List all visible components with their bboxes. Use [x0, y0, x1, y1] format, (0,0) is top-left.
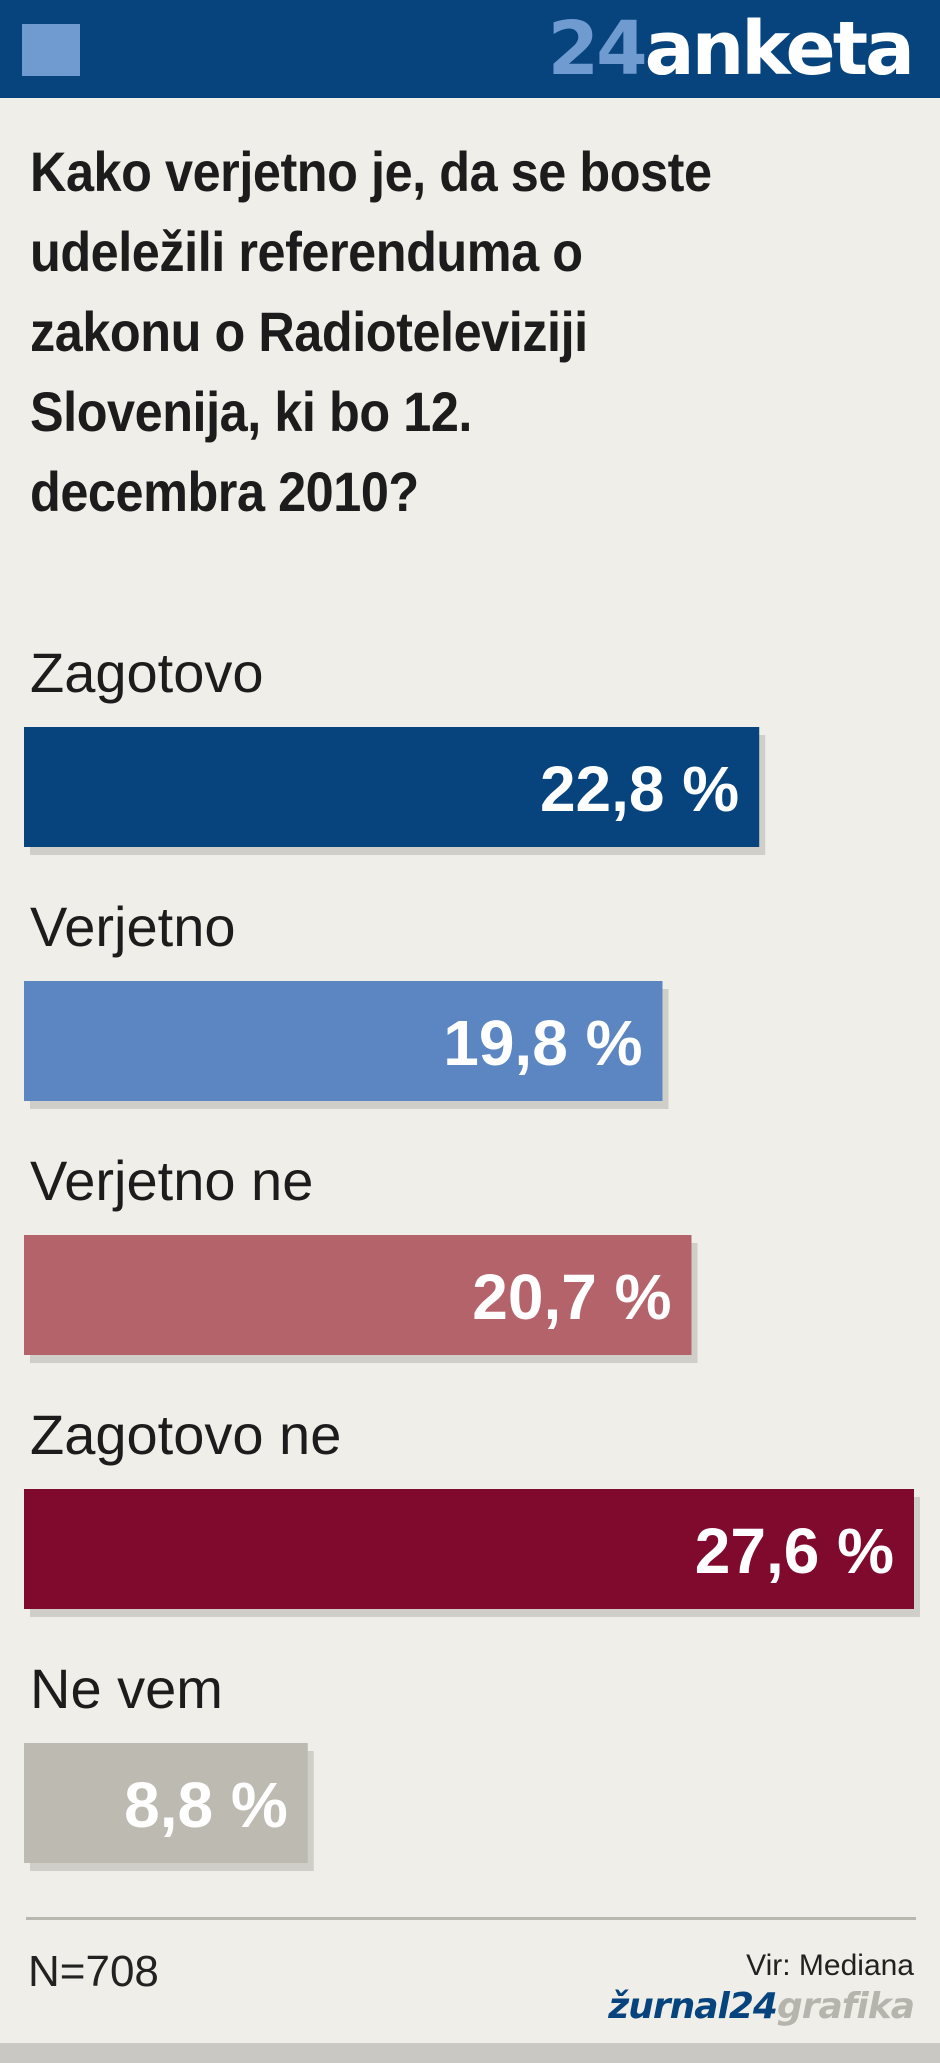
category-label: Ne vem — [30, 1657, 223, 1720]
bottom-band — [0, 2043, 940, 2063]
sample-size: N=708 — [28, 1947, 159, 1996]
credit-part2: grafika — [776, 1986, 915, 2027]
bar-value-label: 22,8 % — [540, 753, 739, 825]
category-label: Verjetno — [30, 895, 236, 958]
category-label: Zagotovo ne — [30, 1403, 341, 1466]
question-line: udeležili referenduma o — [30, 220, 583, 283]
graphics-credit-logo: žurnal24grafika — [608, 1986, 915, 2028]
question-line: zakonu o Radioteleviziji — [30, 300, 588, 363]
header-banner: 24anketa — [0, 0, 940, 98]
question-line: Slovenija, ki bo 12. — [30, 380, 472, 443]
bar — [24, 1489, 914, 1609]
bar-value-label: 27,6 % — [695, 1515, 894, 1587]
bar-value-label: 20,7 % — [472, 1261, 671, 1333]
brand-word: anketa — [644, 6, 915, 92]
question-line: decembra 2010? — [30, 460, 419, 523]
bar-value-label: 19,8 % — [443, 1007, 642, 1079]
credit-part1: žurnal24 — [608, 1986, 778, 2027]
bar-value-label: 8,8 % — [124, 1769, 288, 1841]
logo-square — [22, 24, 80, 76]
brand-logo: 24anketa — [547, 6, 915, 92]
bar — [24, 727, 760, 847]
bar — [24, 981, 663, 1101]
bar — [24, 1235, 692, 1355]
category-label: Zagotovo — [30, 641, 264, 704]
category-label: Verjetno ne — [30, 1149, 313, 1212]
bar — [24, 1743, 308, 1863]
survey-question: Kako verjetno je, da se boste udeležili … — [30, 132, 831, 532]
footer-divider — [26, 1917, 916, 1920]
source-credit: Vir: Mediana — [746, 1949, 914, 1982]
question-line: Kako verjetno je, da se boste — [30, 140, 712, 203]
brand-number: 24 — [547, 6, 648, 92]
